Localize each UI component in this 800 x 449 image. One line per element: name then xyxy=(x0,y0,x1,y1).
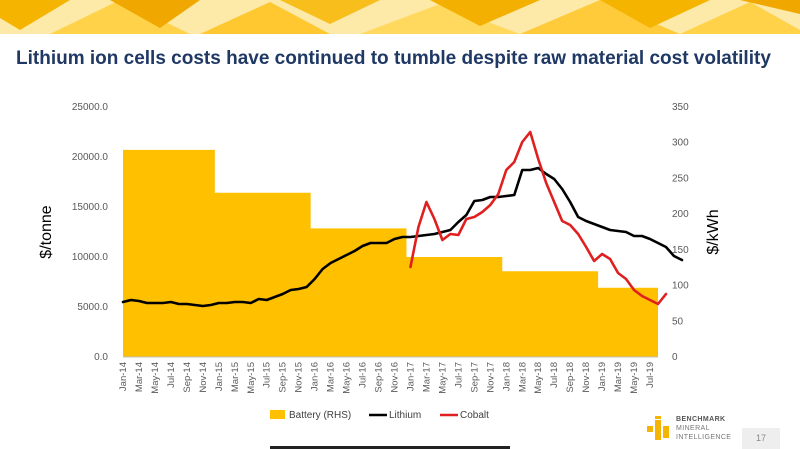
x-tick-label: May-16 xyxy=(342,362,353,394)
logo-subtitle-1: MINERAL xyxy=(676,425,710,432)
bottom-bar xyxy=(270,446,510,449)
x-tick-label: Jan-18 xyxy=(501,362,512,391)
x-tick-label: Sep-16 xyxy=(374,362,385,393)
x-tick-label: May-18 xyxy=(533,362,544,394)
right-tick-label: 150 xyxy=(672,245,689,256)
left-tick-label: 15000.0 xyxy=(72,202,109,213)
x-tick-label: Nov-15 xyxy=(294,362,305,393)
chart-axes: 0.0 5000.0 10000.0 15000.0 20000.0 25000.0 0 50… xyxy=(38,102,722,394)
legend-swatch-battery xyxy=(270,410,285,419)
x-tick-label: May-19 xyxy=(629,362,640,394)
chart-legend: Battery (RHS) Lithium Cobalt xyxy=(270,410,489,421)
battery-area xyxy=(123,149,658,357)
legend-label-cobalt: Cobalt xyxy=(460,410,489,421)
legend-label-battery: Battery (RHS) xyxy=(289,410,351,421)
x-tick-label: Nov-18 xyxy=(581,362,592,393)
page-number: 17 xyxy=(755,433,766,443)
cobalt-line xyxy=(409,130,668,306)
right-tick-label: 350 xyxy=(672,102,689,113)
banner-pattern xyxy=(0,0,800,34)
left-tick-label: 5000.0 xyxy=(77,302,108,313)
x-tick-label: May-17 xyxy=(437,362,448,394)
x-tick-label: Mar-16 xyxy=(326,362,337,392)
battery-area-layer xyxy=(123,149,658,357)
page-number-box xyxy=(742,428,780,449)
x-tick-label: Mar-18 xyxy=(517,362,528,392)
x-tick-label: Jul-19 xyxy=(645,362,656,388)
logo-subtitle-2: INTELLIGENCE xyxy=(676,434,732,441)
right-tick-label: 50 xyxy=(672,316,684,327)
x-tick-label: Jan-17 xyxy=(405,362,416,391)
x-tick-label: Sep-15 xyxy=(278,362,289,393)
benchmark-logo-icon xyxy=(647,416,669,440)
legend-label-lithium: Lithium xyxy=(389,410,421,421)
x-tick-label: Jul-17 xyxy=(453,362,464,388)
right-tick-label: 0 xyxy=(672,352,678,363)
x-tick-label: Sep-17 xyxy=(469,362,480,393)
x-tick-label: Jan-16 xyxy=(310,362,321,391)
right-tick-label: 300 xyxy=(672,138,689,149)
x-tick-label: Sep-14 xyxy=(182,362,193,393)
right-tick-label: 100 xyxy=(672,281,689,292)
left-axis-title: $/tonne xyxy=(38,205,55,258)
x-tick-label: May-15 xyxy=(246,362,257,394)
x-tick-label: Jul-14 xyxy=(166,362,177,388)
x-tick-label: Jul-16 xyxy=(358,362,369,388)
price-lines-layer xyxy=(121,130,684,308)
x-tick-label: Mar-14 xyxy=(134,362,145,392)
x-tick-label: Nov-16 xyxy=(389,362,400,393)
x-tick-label: May-14 xyxy=(150,362,161,394)
x-tick-label: Mar-15 xyxy=(230,362,241,392)
slide-title: Lithium ion cells costs have continued t… xyxy=(16,48,771,69)
x-tick-label: Mar-19 xyxy=(613,362,624,392)
left-tick-label: 20000.0 xyxy=(72,152,109,163)
left-tick-label: 10000.0 xyxy=(72,252,109,263)
logo-wordmark: BENCHMARK xyxy=(676,416,726,423)
lithium-line xyxy=(121,166,684,308)
right-tick-label: 200 xyxy=(672,209,689,220)
x-tick-label: Sep-18 xyxy=(565,362,576,393)
x-tick-label: Nov-14 xyxy=(198,362,209,393)
right-axis-title: $/kWh xyxy=(705,209,722,254)
x-tick-label: Jan-19 xyxy=(597,362,608,391)
x-tick-label: Jan-14 xyxy=(118,362,129,391)
x-tick-label: Jul-15 xyxy=(262,362,273,388)
left-tick-label: 0.0 xyxy=(94,352,108,363)
x-tick-label: Jul-18 xyxy=(549,362,560,388)
x-tick-label: Jan-15 xyxy=(214,362,225,391)
right-tick-label: 250 xyxy=(672,173,689,184)
x-tick-label: Mar-17 xyxy=(421,362,432,392)
x-tick-label: Nov-17 xyxy=(485,362,496,393)
top-banner xyxy=(0,0,800,34)
left-tick-label: 25000.0 xyxy=(72,102,109,113)
